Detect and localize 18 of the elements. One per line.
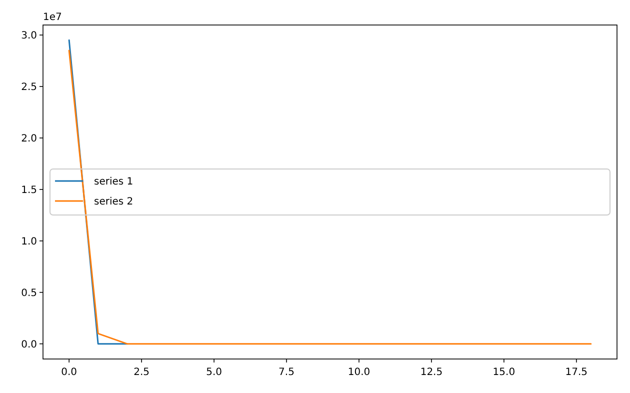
x-tick-label: 0.0: [61, 367, 78, 378]
y-tick-label: 0.5: [21, 288, 37, 299]
x-tick-label: 17.5: [565, 367, 588, 378]
legend-label: series 2: [94, 196, 134, 208]
y-tick-label: 1.5: [21, 184, 37, 196]
x-tick-label: 7.5: [278, 367, 294, 378]
y-tick-label: 1.0: [21, 236, 37, 248]
y-tick-label: 3.0: [21, 30, 37, 42]
y-tick-label: 2.0: [21, 133, 37, 144]
x-tick-label: 12.5: [420, 367, 443, 378]
y-tick-label: 0.0: [21, 339, 37, 350]
x-tick-label: 15.0: [492, 367, 516, 378]
legend-label: series 1: [94, 176, 134, 188]
x-tick-label: 2.5: [134, 367, 150, 378]
y-tick-label: 2.5: [21, 82, 37, 93]
text: 1e7: [43, 12, 62, 23]
x-tick-label: 10.0: [348, 367, 370, 378]
x-tick-label: 5.0: [206, 367, 222, 378]
